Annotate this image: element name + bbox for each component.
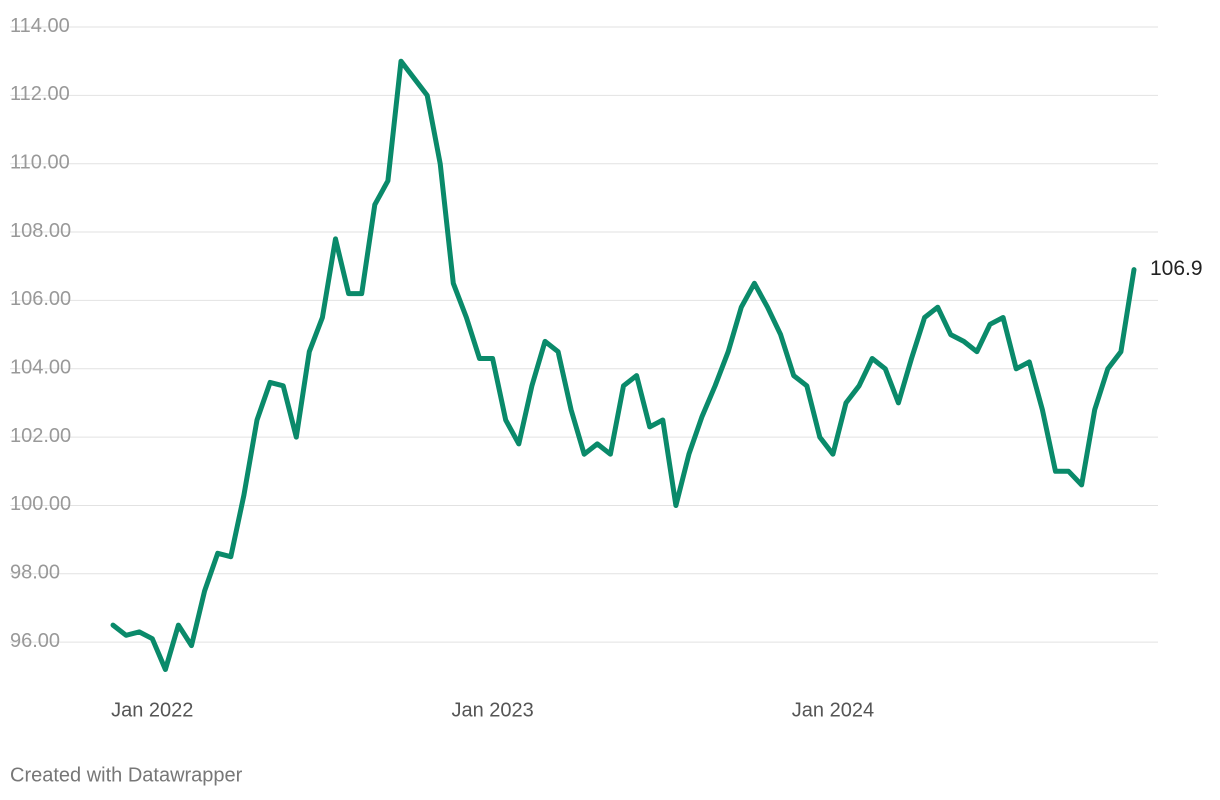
y-tick-label: 100.00 bbox=[10, 493, 71, 515]
x-tick-label: Jan 2022 bbox=[111, 699, 193, 721]
y-tick-label: 112.00 bbox=[10, 83, 70, 105]
x-tick-label: Jan 2024 bbox=[792, 699, 874, 721]
y-tick-label: 108.00 bbox=[10, 220, 71, 242]
y-tick-label: 110.00 bbox=[10, 151, 70, 173]
y-tick-label: 114.00 bbox=[10, 15, 70, 37]
y-tick-label: 102.00 bbox=[10, 425, 71, 447]
end-value-label: 106.9 bbox=[1150, 257, 1203, 280]
y-tick-label: 104.00 bbox=[10, 357, 71, 379]
y-tick-label: 106.00 bbox=[10, 288, 71, 310]
y-tick-label: 98.00 bbox=[10, 562, 60, 584]
x-tick-label: Jan 2023 bbox=[451, 699, 533, 721]
data-line bbox=[110, 58, 1137, 672]
y-tick-label: 96.00 bbox=[10, 630, 60, 652]
credit: Created with Datawrapper bbox=[10, 764, 243, 786]
